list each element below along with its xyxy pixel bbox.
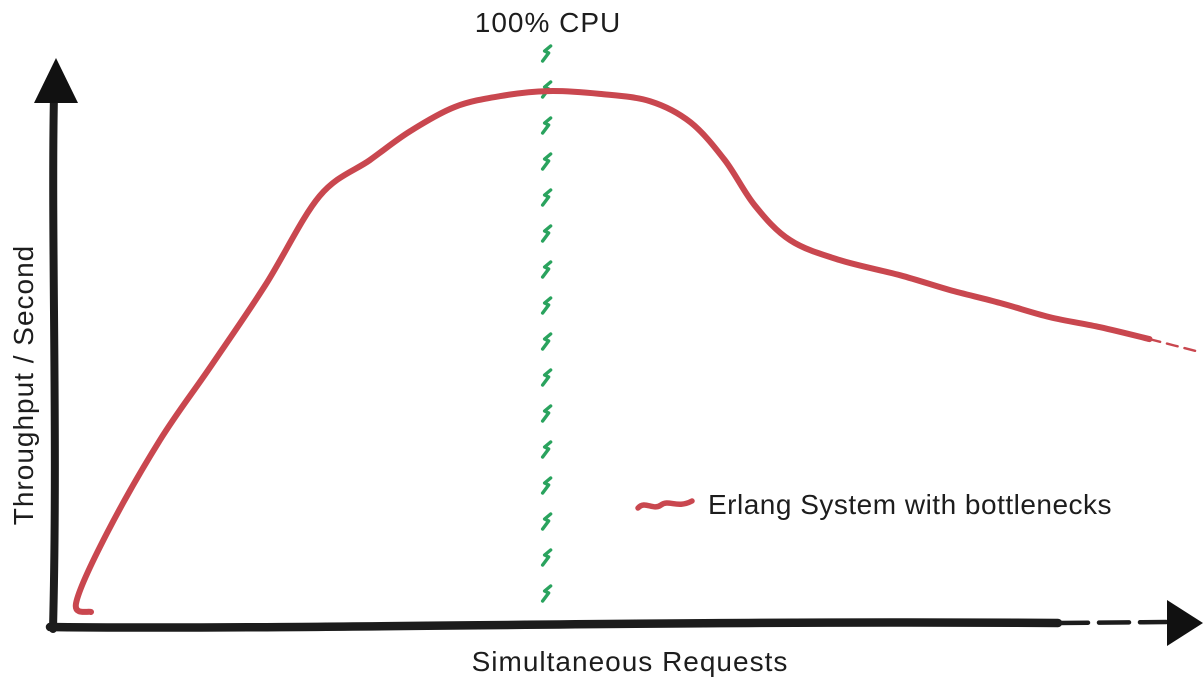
x-axis-line <box>45 618 1063 632</box>
legend-label: Erlang System with bottlenecks <box>708 489 1113 520</box>
y-axis-line <box>49 90 59 633</box>
x-axis-arrow-icon <box>1167 600 1203 646</box>
x-axis-label: Simultaneous Requests <box>471 646 789 677</box>
y-axis-label: Throughput / Second <box>8 244 39 526</box>
x-axis-line-faded-end <box>1055 619 1169 626</box>
cpu-limit-dashed-line <box>540 44 553 603</box>
y-axis-arrow-icon <box>34 58 78 103</box>
chart-title: 100% CPU <box>474 7 622 38</box>
legend-swatch-line-icon <box>635 498 695 511</box>
legend: Erlang System with bottlenecks <box>634 489 1112 521</box>
throughput-curve <box>72 88 1202 615</box>
